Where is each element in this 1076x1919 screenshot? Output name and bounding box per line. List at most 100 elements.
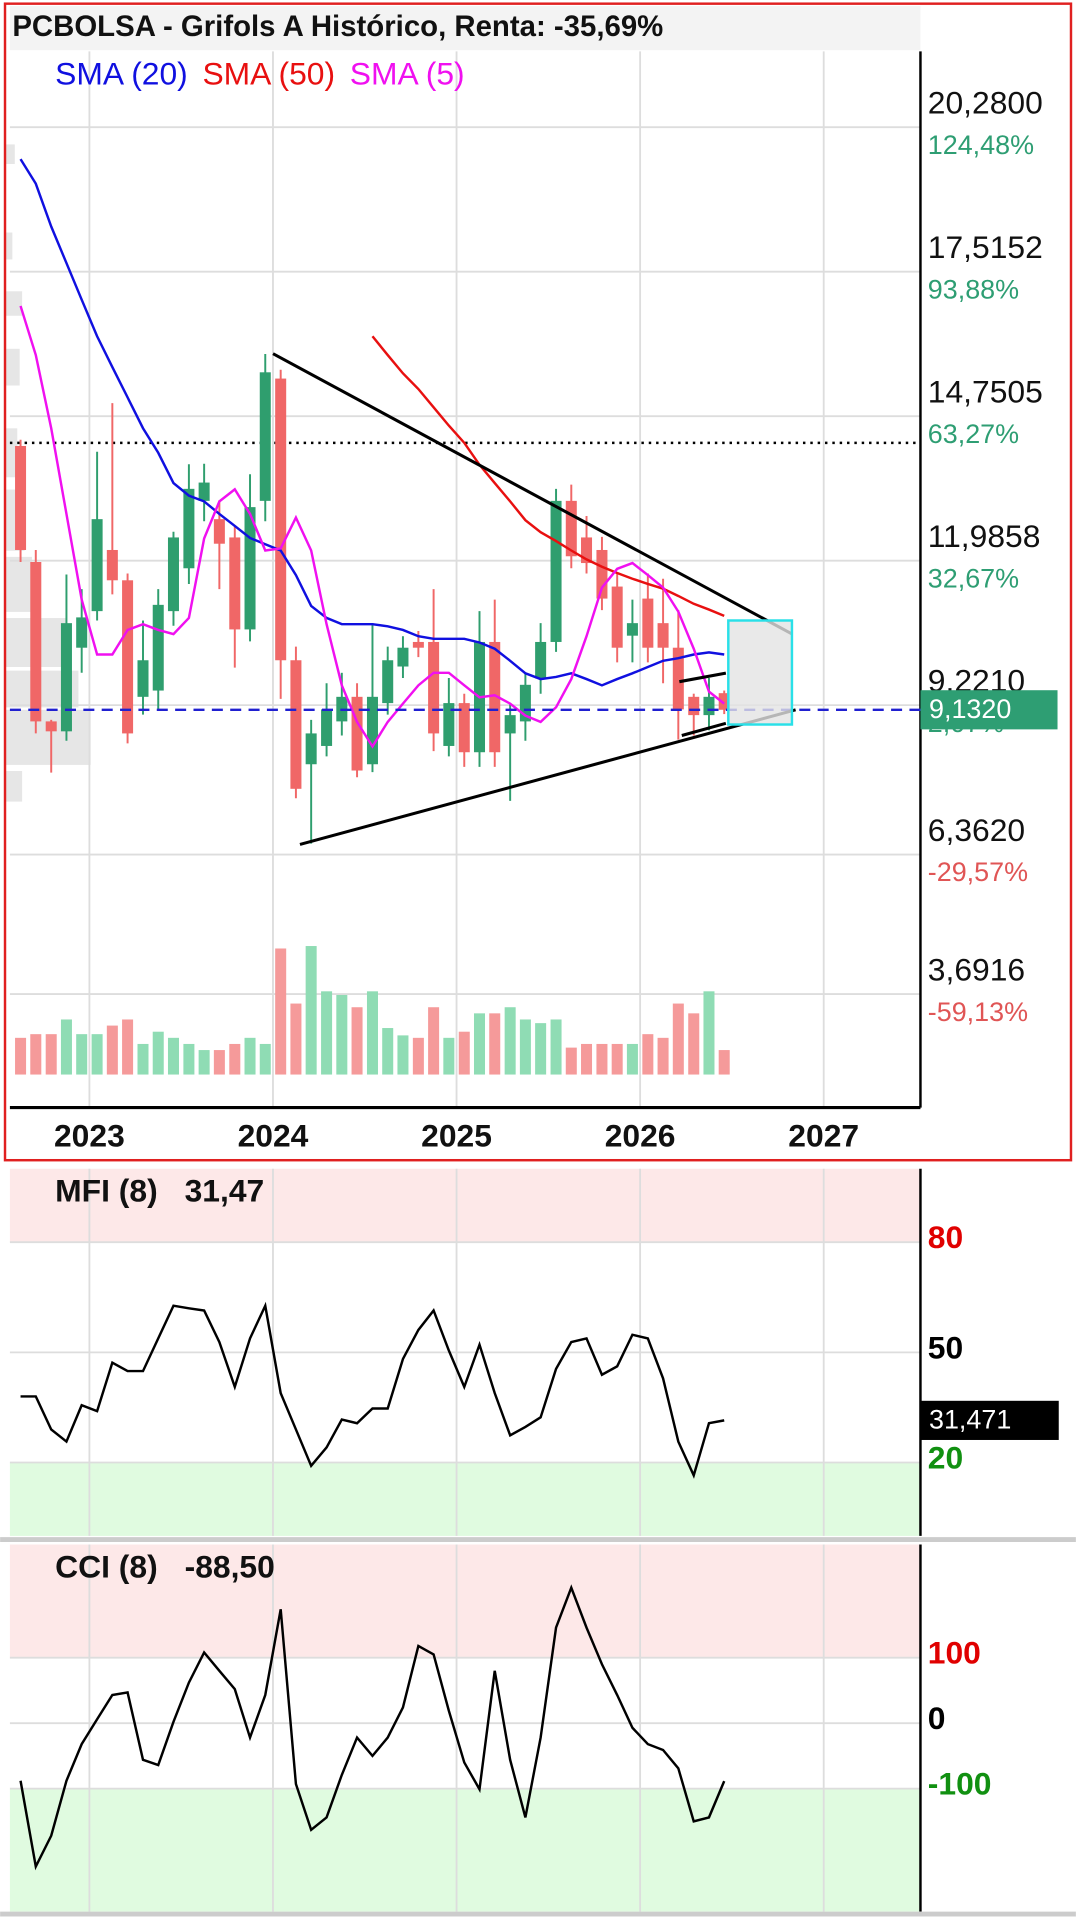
candle-body bbox=[489, 641, 501, 753]
volume-bar bbox=[657, 1037, 669, 1075]
candle-body bbox=[718, 693, 730, 710]
volume-bar bbox=[519, 1019, 531, 1075]
chart-title: PCBOLSA - Grifols A Histórico, Renta: -3… bbox=[12, 10, 663, 43]
candle-body bbox=[213, 519, 225, 544]
candle-body bbox=[581, 537, 593, 564]
volume-bar bbox=[397, 1035, 409, 1075]
candle-body bbox=[305, 733, 317, 765]
trend-line bbox=[272, 352, 793, 636]
title-background bbox=[9, 6, 921, 51]
indicator-value: -88,50 bbox=[185, 1548, 275, 1584]
candle-body bbox=[412, 641, 424, 648]
drawings bbox=[272, 352, 797, 846]
candle-body bbox=[137, 660, 149, 697]
volume-bar bbox=[504, 1007, 516, 1075]
candle-body bbox=[688, 696, 700, 716]
last-value-label: 31,471 bbox=[929, 1405, 1011, 1435]
y-tick-label: 11,9858 bbox=[928, 518, 1041, 554]
candle-body bbox=[76, 617, 88, 648]
volume-bar bbox=[611, 1043, 623, 1075]
x-tick-label: 2023 bbox=[54, 1118, 125, 1154]
volume-bar bbox=[550, 1019, 562, 1075]
volume-bar bbox=[351, 1007, 363, 1075]
last-price-box bbox=[920, 690, 1058, 730]
indicator-title: MFI (8) bbox=[55, 1173, 158, 1209]
upper-zone bbox=[9, 1544, 921, 1658]
candle-body bbox=[443, 703, 455, 746]
volume-bar bbox=[91, 1034, 103, 1075]
volume-bar bbox=[688, 1013, 700, 1075]
x-tick-label: 2027 bbox=[788, 1118, 859, 1154]
candle-body bbox=[91, 519, 103, 612]
trend-line bbox=[681, 721, 727, 738]
indicator-title: CCI (8) bbox=[55, 1548, 158, 1584]
candle-body bbox=[504, 715, 516, 734]
volume-bar bbox=[290, 1003, 302, 1075]
candle-body bbox=[15, 445, 27, 550]
y-tick-label: 3,6916 bbox=[928, 951, 1025, 987]
profile-bar bbox=[5, 709, 91, 765]
candle-body bbox=[703, 696, 715, 716]
candle-body bbox=[321, 709, 333, 746]
upper-zone bbox=[9, 1168, 921, 1243]
volume-bar bbox=[412, 1037, 424, 1075]
y-tick-percent: 63,27% bbox=[928, 419, 1019, 449]
volume-bar bbox=[152, 1031, 164, 1075]
legend-entry: SMA (5) bbox=[350, 55, 465, 91]
lower-zone bbox=[9, 1462, 921, 1536]
candle-body bbox=[397, 647, 409, 667]
y-tick-percent: 93,88% bbox=[928, 274, 1019, 304]
volume-bar bbox=[106, 1025, 118, 1075]
profile-bar bbox=[5, 291, 23, 316]
y-tick-label: 14,7505 bbox=[928, 374, 1043, 410]
candle-body bbox=[45, 721, 57, 732]
candle-body bbox=[229, 537, 241, 630]
candle-body bbox=[290, 660, 302, 789]
volume-bar bbox=[596, 1043, 608, 1075]
volume-bar bbox=[382, 1028, 394, 1075]
projection-box bbox=[727, 619, 794, 726]
volume-bar bbox=[305, 946, 317, 1075]
y-tick-percent: -59,13% bbox=[928, 997, 1028, 1027]
volume-bar bbox=[167, 1037, 179, 1075]
candle-body bbox=[259, 372, 271, 501]
y-tick-label: 20 bbox=[928, 1439, 963, 1475]
profile-bar bbox=[5, 348, 20, 386]
y-tick-label: 6,3620 bbox=[928, 812, 1025, 848]
volume-bar bbox=[60, 1019, 72, 1075]
candle-body bbox=[351, 696, 363, 771]
candle-body bbox=[183, 488, 195, 569]
volume-bar bbox=[473, 1013, 486, 1075]
volume-bar bbox=[198, 1050, 210, 1075]
candle-body bbox=[535, 641, 547, 679]
volume-bar bbox=[489, 1013, 501, 1075]
volume-bar bbox=[428, 1007, 440, 1075]
indicator-line bbox=[20, 1301, 725, 1479]
x-tick-label: 2026 bbox=[605, 1118, 676, 1154]
volume-bar bbox=[718, 1050, 730, 1075]
volume-bar bbox=[244, 1037, 256, 1075]
indicator-value: 31,47 bbox=[185, 1173, 265, 1209]
profile-bar bbox=[5, 771, 23, 802]
lower-zone bbox=[9, 1788, 921, 1912]
candle-body bbox=[642, 598, 654, 648]
candle-body bbox=[428, 641, 440, 734]
legend-entry: SMA (50) bbox=[202, 55, 335, 91]
x-tick-label: 2025 bbox=[421, 1118, 492, 1154]
candle-body bbox=[152, 604, 164, 691]
volume-bar bbox=[275, 948, 287, 1075]
volume-bar bbox=[703, 991, 715, 1075]
candle-body bbox=[382, 660, 394, 704]
candle-body bbox=[366, 696, 378, 765]
volume-bar bbox=[336, 994, 348, 1075]
y-tick-label: 80 bbox=[928, 1219, 963, 1255]
profile-bar bbox=[5, 232, 13, 260]
frame bbox=[3, 2, 1073, 1162]
candle-body bbox=[106, 549, 118, 581]
y-tick-label: -100 bbox=[928, 1766, 992, 1802]
x-tick-label: 2024 bbox=[238, 1118, 309, 1154]
volume-bar bbox=[76, 1034, 88, 1075]
trend-line bbox=[679, 671, 727, 684]
